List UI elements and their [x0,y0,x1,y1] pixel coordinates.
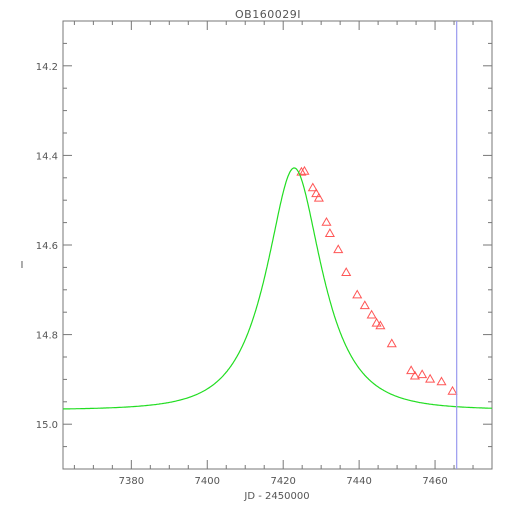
y-tick-label: 14.8 [36,331,58,342]
data-point [417,369,428,379]
x-tick-label: 7380 [119,476,144,487]
y-tick-label: 14.6 [36,241,58,252]
data-point [371,317,382,327]
data-point [321,216,332,226]
data-point [436,376,447,386]
data-point [333,244,344,254]
data-point [406,365,417,375]
data-point [409,370,420,380]
y-tick-label: 14.4 [36,151,58,162]
data-point [299,165,310,175]
data-point [366,309,377,319]
data-point [307,182,318,192]
data-point [447,385,458,395]
data-point [313,192,324,202]
y-tick-label: 15.0 [36,420,58,431]
data-point [386,338,397,348]
x-tick-label: 7460 [422,476,447,487]
chart-title: OB160029I [235,8,301,21]
x-axis: 7380 7400 7420 7440 7460 [73,21,493,487]
x-tick-label: 7420 [270,476,295,487]
plot-area [63,21,492,469]
data-point [296,166,307,176]
data-point [359,300,370,310]
x-tick-label: 7400 [195,476,220,487]
data-point [352,289,363,299]
model-curve [63,167,492,410]
x-tick-label: 7440 [346,476,371,487]
y-axis-label: I [21,260,24,271]
data-point [375,320,386,330]
y-axis: 14.2 14.4 14.6 14.8 15.0 [36,20,492,470]
data-point [425,373,436,383]
data-point [341,267,352,276]
y-tick-label: 14.2 [36,62,58,73]
data-point [311,188,322,198]
x-axis-label: JD - 2450000 [243,491,309,502]
data-point [324,228,335,238]
plot-frame [62,20,493,470]
